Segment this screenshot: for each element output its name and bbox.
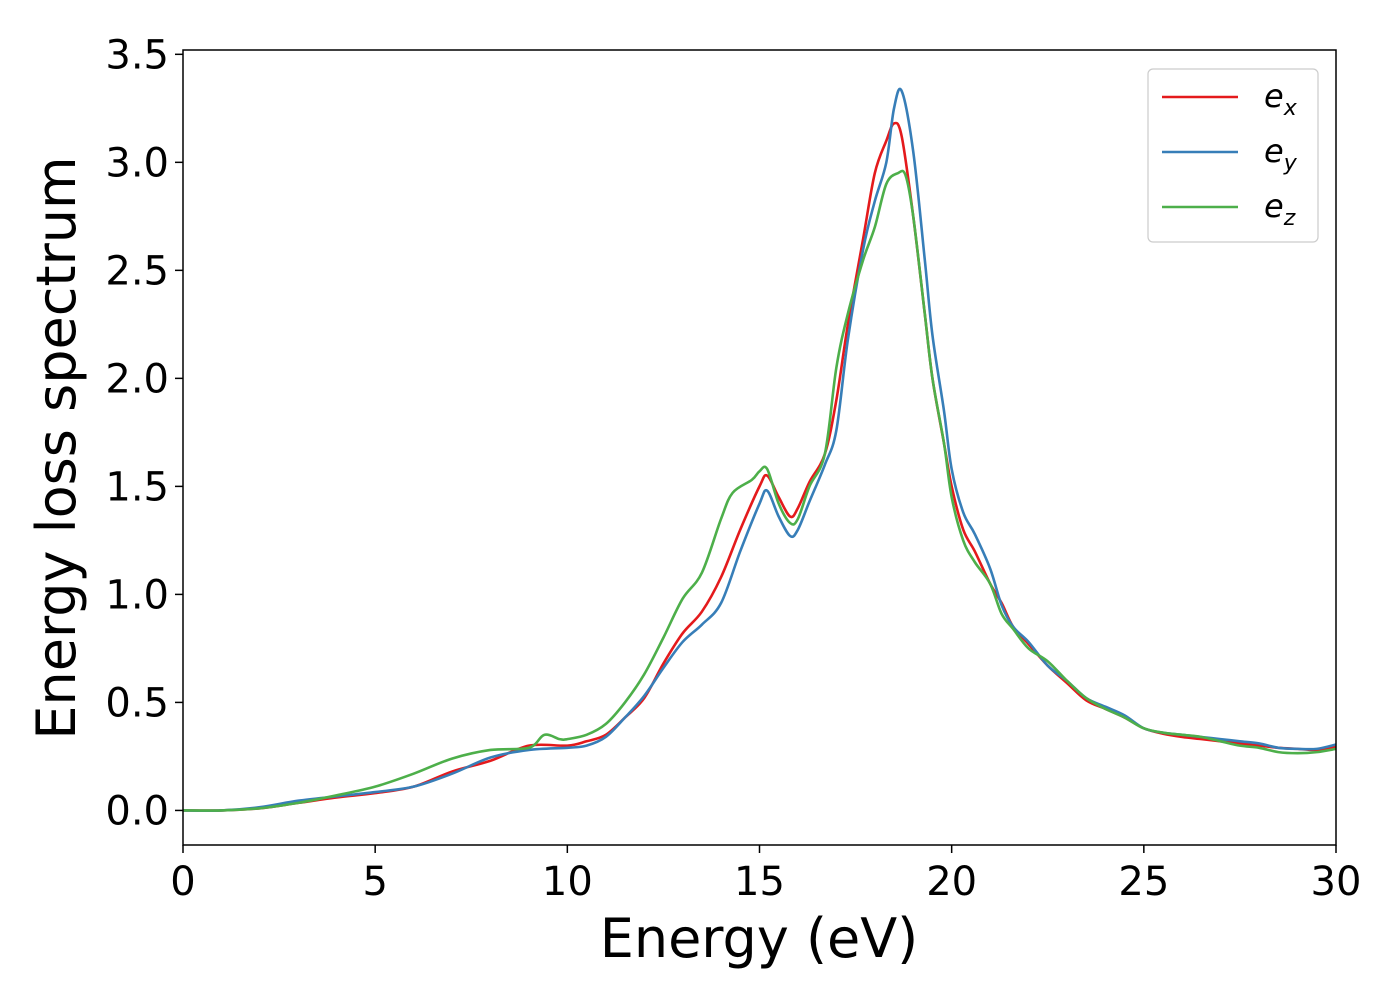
y-tick-label: 3.0 [105, 140, 169, 186]
y-tick-label: 0.0 [105, 788, 169, 834]
y-axis-label: Energy loss spectrum [25, 156, 88, 739]
y-tick-label: 1.0 [105, 572, 169, 618]
legend-label-ex: ex [1264, 77, 1298, 121]
y-tick-label: 1.5 [105, 464, 169, 510]
y-tick-label: 0.5 [105, 680, 169, 726]
x-axis-label: Energy (eV) [600, 907, 919, 970]
y-tick-label: 2.5 [105, 248, 169, 294]
x-tick-label: 30 [1311, 859, 1362, 905]
legend-box [1147, 68, 1319, 243]
x-tick-label: 10 [542, 859, 593, 905]
legend-label-ey: ey [1264, 132, 1298, 176]
x-axis: 0 5 10 15 20 25 30 [170, 845, 1361, 905]
x-tick-label: 5 [362, 859, 387, 905]
x-tick-label: 20 [926, 859, 977, 905]
y-tick-label: 3.5 [105, 32, 169, 78]
legend: ex ey ez [1147, 68, 1319, 243]
x-tick-label: 15 [734, 859, 785, 905]
legend-label-ez: ez [1264, 187, 1296, 231]
y-axis: 0.0 0.5 1.0 1.5 2.0 2.5 3.0 3.5 [105, 32, 183, 834]
x-tick-label: 25 [1118, 859, 1169, 905]
y-tick-label: 2.0 [105, 356, 169, 402]
x-tick-label: 0 [170, 859, 195, 905]
series-lines [182, 87, 1337, 812]
series-line-ez [182, 169, 1337, 812]
